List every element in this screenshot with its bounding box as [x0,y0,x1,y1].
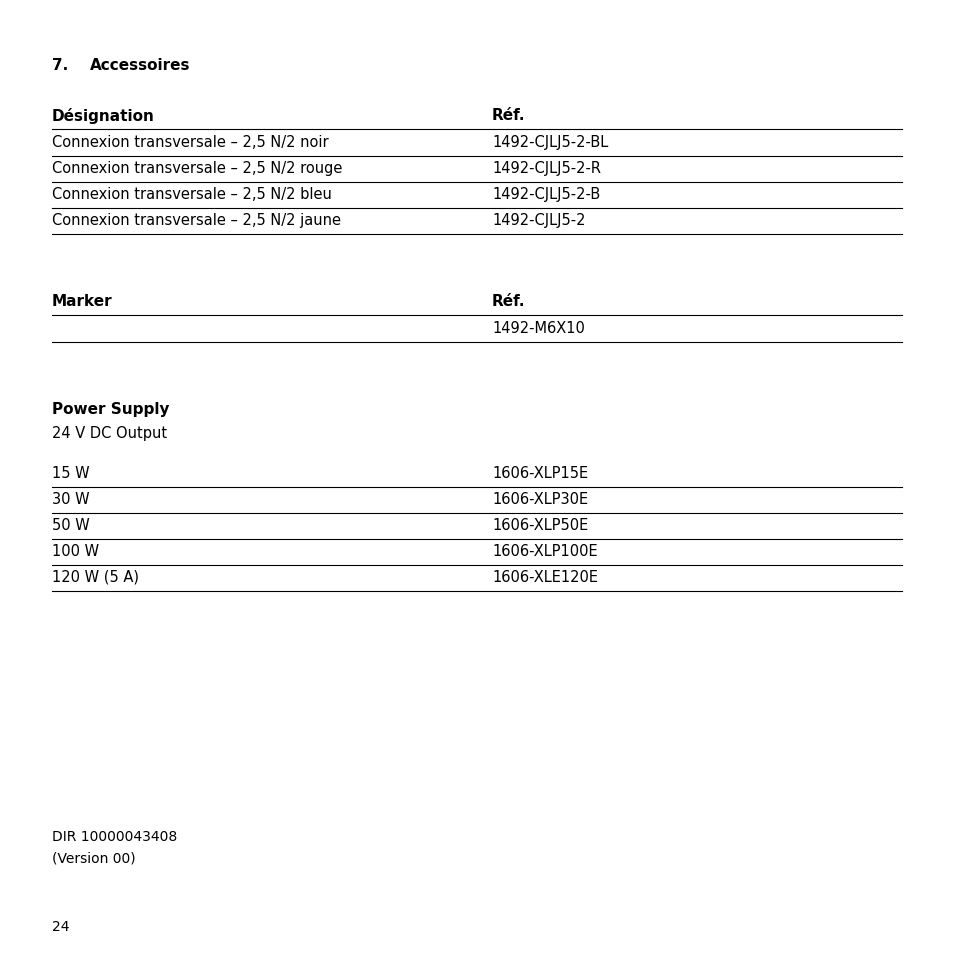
Text: 24: 24 [52,919,70,933]
Text: DIR 10000043408: DIR 10000043408 [52,829,177,843]
Text: 1606-XLP15E: 1606-XLP15E [492,465,587,480]
Text: Accessoires: Accessoires [90,58,191,73]
Text: (Version 00): (Version 00) [52,851,135,865]
Text: Connexion transversale – 2,5 N/2 bleu: Connexion transversale – 2,5 N/2 bleu [52,187,332,202]
Text: Connexion transversale – 2,5 N/2 jaune: Connexion transversale – 2,5 N/2 jaune [52,213,340,228]
Text: 1492-M6X10: 1492-M6X10 [492,320,584,335]
Text: Power Supply: Power Supply [52,401,170,416]
Text: Connexion transversale – 2,5 N/2 rouge: Connexion transversale – 2,5 N/2 rouge [52,161,342,175]
Text: 50 W: 50 W [52,517,90,533]
Text: 1606-XLP100E: 1606-XLP100E [492,543,597,558]
Text: 1606-XLP30E: 1606-XLP30E [492,492,587,506]
Text: Connexion transversale – 2,5 N/2 noir: Connexion transversale – 2,5 N/2 noir [52,135,328,150]
Text: 1492-CJLJ5-2-B: 1492-CJLJ5-2-B [492,187,599,202]
Text: Réf.: Réf. [492,108,525,123]
Text: Réf.: Réf. [492,294,525,309]
Text: 7.: 7. [52,58,69,73]
Text: 1606-XLP50E: 1606-XLP50E [492,517,588,533]
Text: 120 W (5 A): 120 W (5 A) [52,569,139,584]
Text: 100 W: 100 W [52,543,99,558]
Text: 1492-CJLJ5-2-BL: 1492-CJLJ5-2-BL [492,135,608,150]
Text: 1606-XLE120E: 1606-XLE120E [492,569,598,584]
Text: 30 W: 30 W [52,492,90,506]
Text: 1492-CJLJ5-2-R: 1492-CJLJ5-2-R [492,161,600,175]
Text: Désignation: Désignation [52,108,154,124]
Text: 1492-CJLJ5-2: 1492-CJLJ5-2 [492,213,585,228]
Text: 24 V DC Output: 24 V DC Output [52,426,167,440]
Text: Marker: Marker [52,294,112,309]
Text: 15 W: 15 W [52,465,90,480]
